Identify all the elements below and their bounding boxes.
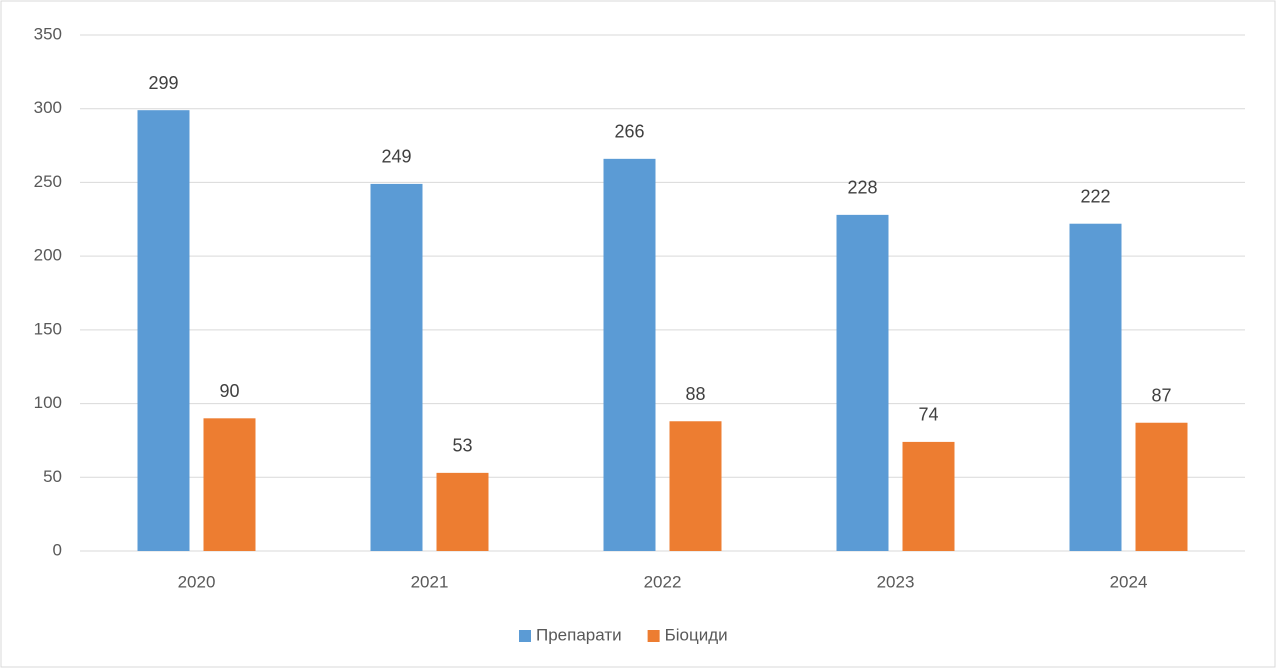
- legend-label: Препарати: [536, 625, 622, 644]
- y-tick-label: 300: [34, 98, 62, 117]
- data-label: 74: [918, 405, 938, 425]
- legend-swatch: [519, 630, 531, 642]
- x-tick-label: 2022: [644, 572, 682, 591]
- y-tick-label: 100: [34, 393, 62, 412]
- y-tick-label: 50: [43, 467, 62, 486]
- bar: [137, 110, 190, 551]
- x-tick-label: 2021: [411, 572, 449, 591]
- y-tick-label: 200: [34, 246, 62, 265]
- bar: [902, 441, 955, 551]
- data-label: 249: [381, 147, 411, 167]
- bar: [1069, 223, 1122, 552]
- legend-label: Біоциди: [665, 625, 728, 644]
- bar: [1135, 422, 1188, 551]
- y-tick-label: 350: [34, 24, 62, 43]
- bar: [669, 421, 722, 551]
- bar: [836, 214, 889, 551]
- legend-swatch: [647, 630, 660, 642]
- data-label: 228: [847, 178, 877, 198]
- data-label: 53: [452, 436, 472, 456]
- x-tick-label: 2023: [877, 572, 915, 591]
- y-tick-label: 150: [34, 319, 62, 338]
- data-label: 266: [614, 122, 644, 142]
- y-tick-label: 0: [53, 540, 62, 559]
- data-label: 299: [148, 73, 178, 93]
- x-tick-label: 2020: [178, 572, 216, 591]
- data-label: 87: [1151, 385, 1171, 405]
- data-label: 222: [1080, 186, 1110, 206]
- data-label: 88: [685, 384, 705, 404]
- x-tick-label: 2024: [1110, 572, 1148, 591]
- bar: [436, 472, 489, 551]
- bar: [370, 183, 423, 551]
- data-label: 90: [219, 381, 239, 401]
- bar: [603, 158, 656, 551]
- y-tick-label: 250: [34, 172, 62, 191]
- bar: [203, 418, 256, 551]
